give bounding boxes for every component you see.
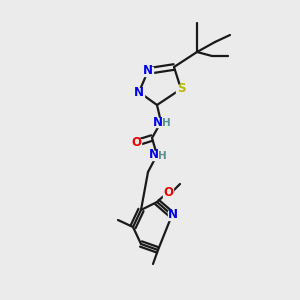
Text: N: N — [168, 208, 178, 221]
Text: O: O — [163, 185, 173, 199]
Text: H: H — [158, 151, 166, 161]
Bar — [134, 88, 143, 97]
Bar — [168, 211, 178, 220]
Text: N: N — [149, 148, 159, 161]
Text: N: N — [134, 85, 144, 98]
Bar — [143, 67, 152, 76]
Text: S: S — [177, 82, 185, 95]
Bar — [176, 85, 186, 94]
Bar — [155, 118, 164, 127]
Bar — [131, 139, 141, 148]
Text: H: H — [162, 118, 170, 128]
Text: N: N — [153, 116, 163, 128]
Bar — [163, 188, 173, 196]
Bar — [152, 151, 160, 160]
Text: N: N — [143, 64, 153, 77]
Text: O: O — [131, 136, 141, 149]
